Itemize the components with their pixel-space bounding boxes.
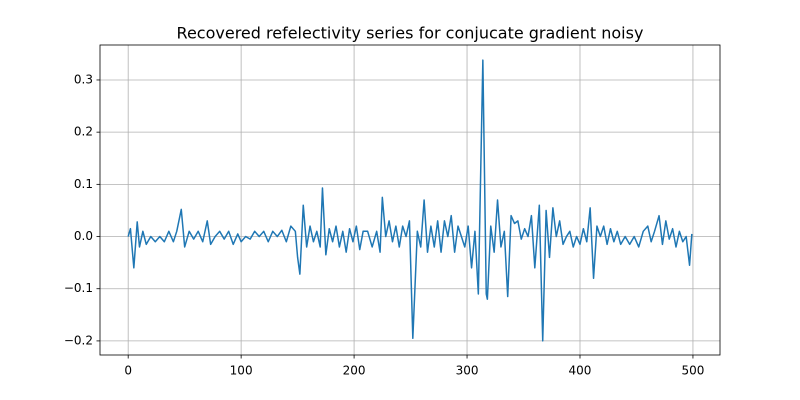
x-tick-label: 300 bbox=[456, 364, 479, 378]
x-tick-label: 100 bbox=[230, 364, 253, 378]
y-tick-label: 0.0 bbox=[74, 229, 93, 243]
y-tick-label: 0.2 bbox=[74, 125, 93, 139]
x-tick-label: 500 bbox=[681, 364, 704, 378]
y-tick-label: −0.2 bbox=[64, 333, 93, 347]
y-tick-label: −0.1 bbox=[64, 281, 93, 295]
x-tick-label: 400 bbox=[569, 364, 592, 378]
chart-title: Recovered refelectivity series for conju… bbox=[177, 24, 644, 43]
data-line bbox=[127, 59, 693, 342]
y-tick-label: 0.3 bbox=[74, 72, 93, 86]
x-tick-label: 0 bbox=[124, 364, 132, 378]
y-tick-label: 0.1 bbox=[74, 177, 93, 191]
x-tick-label: 200 bbox=[343, 364, 366, 378]
axes-frame bbox=[99, 44, 721, 356]
